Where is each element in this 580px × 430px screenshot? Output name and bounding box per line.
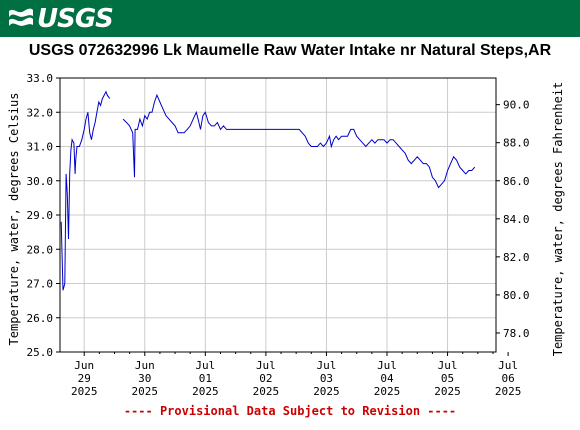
temperature-series-line [60, 90, 111, 291]
y2-tick-label: 86.0 [503, 175, 530, 188]
grid-lines [60, 77, 496, 353]
x-tick-label: Jul [438, 359, 458, 372]
x-tick-label: 04 [380, 372, 394, 385]
x-tick-label: Jul [498, 359, 518, 372]
x-tick-label: 2025 [313, 385, 340, 398]
y-tick-label: 26.0 [27, 312, 54, 325]
y-tick-label: 31.0 [27, 141, 54, 154]
provisional-notice: ---- Provisional Data Subject to Revisio… [123, 404, 457, 418]
x-tick-label: 30 [138, 372, 151, 385]
y2-axis-label: Temperature, water, degrees Fahrenheit [551, 82, 565, 357]
x-tick-label: Jun [135, 359, 155, 372]
x-tick-label: 06 [501, 372, 514, 385]
x-tick-label: 29 [78, 372, 91, 385]
x-tick-label: 2025 [71, 385, 98, 398]
usgs-logo-text: USGS [37, 3, 114, 34]
x-tick-label: Jul [377, 359, 397, 372]
y2-tick-label: 88.0 [503, 137, 530, 150]
x-tick-label: Jul [317, 359, 337, 372]
y2-tick-label: 82.0 [503, 251, 530, 264]
x-tick-label: Jun [74, 359, 94, 372]
y2-tick-label: 80.0 [503, 289, 530, 302]
usgs-wave-icon [9, 8, 33, 26]
y-tick-label: 28.0 [27, 243, 54, 256]
temperature-series-line [122, 93, 476, 189]
x-tick-label: 05 [441, 372, 454, 385]
y2-tick-label: 84.0 [503, 213, 530, 226]
usgs-logo[interactable]: USGS [8, 3, 114, 34]
x-tick-label: 2025 [495, 385, 522, 398]
x-tick-label: 2025 [132, 385, 159, 398]
y-tick-label: 25.0 [27, 346, 54, 359]
chart-title: USGS 072632996 Lk Maumelle Raw Water Int… [28, 42, 552, 59]
axis-ticks: 25.0 26.0 27.0 28.0 29.0 30.0 31.0 32.0 33.0 78.0… [27, 72, 530, 398]
y-axis-label: Temperature, water, degrees Celsius [7, 93, 21, 346]
x-tick-label: 01 [199, 372, 212, 385]
y2-tick-label: 78.0 [503, 327, 530, 340]
x-tick-label: 02 [259, 372, 272, 385]
x-tick-label: 03 [320, 372, 333, 385]
x-tick-label: 2025 [374, 385, 401, 398]
y-tick-label: 29.0 [27, 209, 54, 222]
y-tick-label: 27.0 [27, 278, 54, 291]
y2-tick-label: 90.0 [503, 99, 530, 112]
y-tick-label: 32.0 [27, 106, 54, 119]
usgs-banner: USGS [0, 0, 580, 37]
x-tick-label: 2025 [192, 385, 219, 398]
x-tick-label: Jul [195, 359, 215, 372]
x-tick-label: 2025 [253, 385, 280, 398]
x-tick-label: 2025 [434, 385, 461, 398]
x-tick-label: Jul [256, 359, 276, 372]
y-tick-label: 30.0 [27, 175, 54, 188]
data-series [60, 90, 476, 291]
y-tick-label: 33.0 [27, 72, 54, 85]
